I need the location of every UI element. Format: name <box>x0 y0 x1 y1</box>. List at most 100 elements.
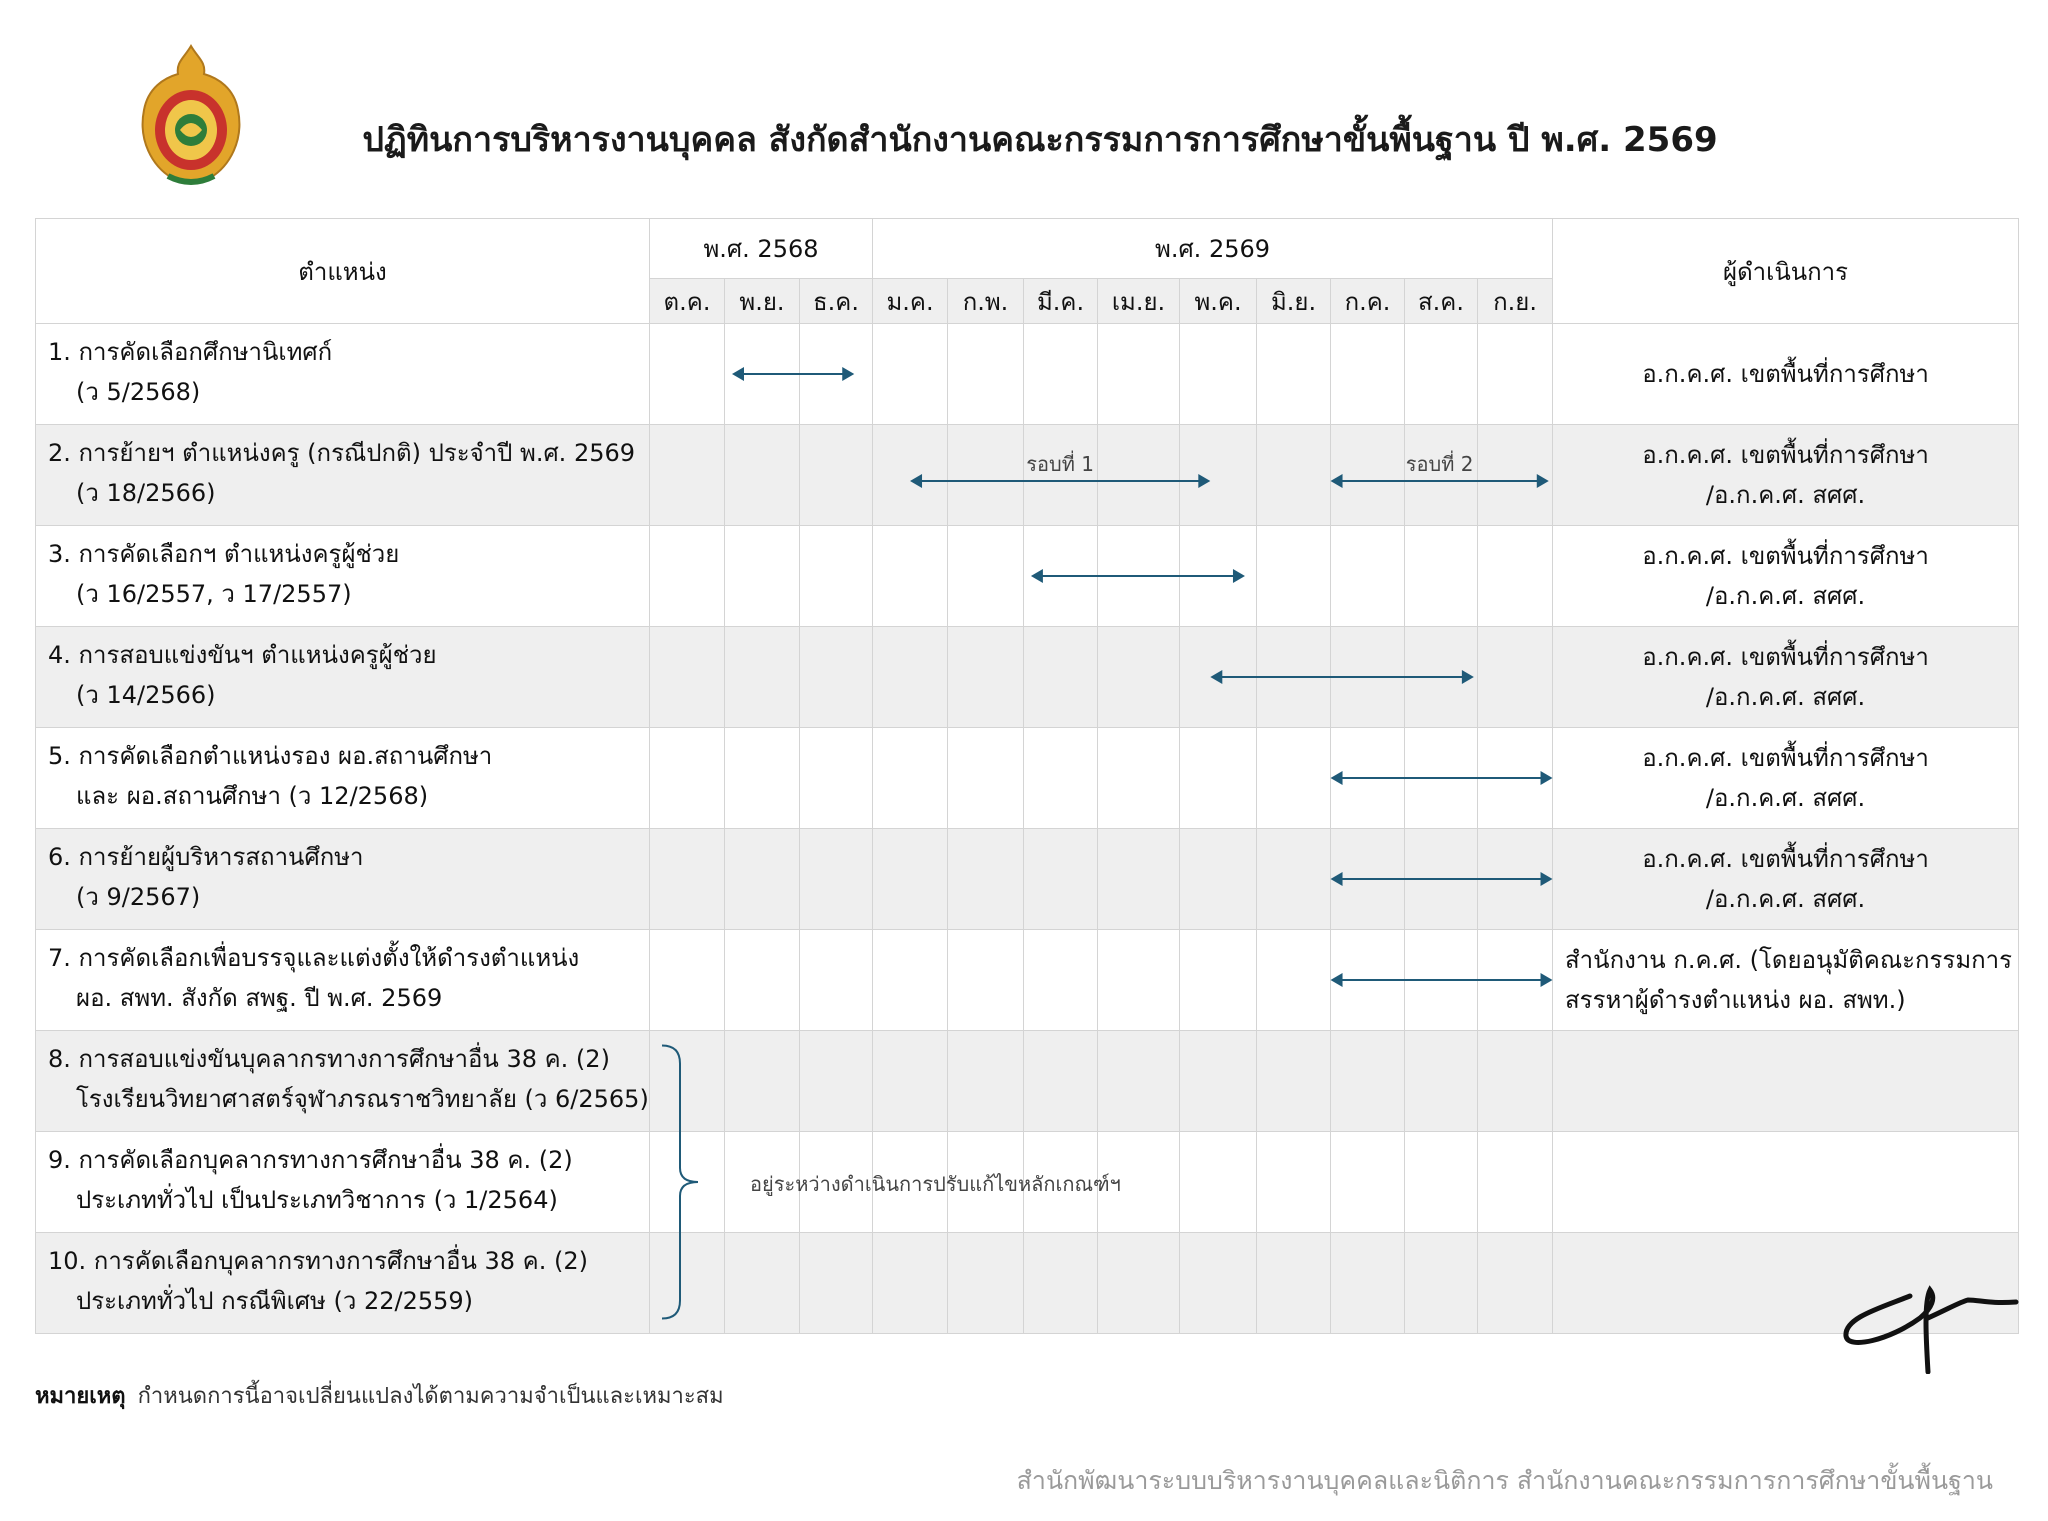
month-cell <box>947 323 1025 425</box>
operator-cell: อ.ก.ค.ศ. เขตพื้นที่การศึกษา/อ.ก.ค.ศ. สศศ… <box>1552 424 2020 526</box>
month-cell <box>1404 828 1479 930</box>
operator-line: /อ.ก.ค.ศ. สศศ. <box>1705 481 1866 509</box>
month-cell <box>1330 323 1406 425</box>
position-reference: ผอ. สพท. สังกัด สพฐ. ปี พ.ศ. 2569 <box>76 984 443 1012</box>
position-reference: (ว 5/2568) <box>76 378 201 406</box>
month-cell <box>724 626 800 728</box>
month-cell <box>724 727 800 829</box>
month-cell <box>1097 727 1181 829</box>
month-cell <box>1023 323 1099 425</box>
month-cell <box>798 323 874 425</box>
operator-cell: อ.ก.ค.ศ. เขตพื้นที่การศึกษา <box>1552 323 2020 425</box>
month-header: ก.พ. <box>947 278 1025 324</box>
position-title: 6. การย้ายผู้บริหารสถานศึกษา <box>48 843 364 871</box>
month-cell <box>649 929 725 1031</box>
position-reference: และ ผอ.สถานศึกษา (ว 12/2568) <box>76 782 429 810</box>
page-title: ปฏิทินการบริหารงานบุคคล สังกัดสำนักงานคณ… <box>362 120 1718 160</box>
note-text: กำหนดการนี้อาจเปลี่ยนแปลงได้ตามความจำเป็… <box>137 1384 724 1409</box>
month-cell <box>1404 929 1479 1031</box>
month-cell <box>1097 323 1181 425</box>
operator-line: อ.ก.ค.ศ. เขตพื้นที่การศึกษา <box>1642 643 1929 671</box>
operator-line: อ.ก.ค.ศ. เขตพื้นที่การศึกษา <box>1642 542 1929 570</box>
month-cell <box>1404 424 1479 526</box>
month-cell <box>1097 424 1181 526</box>
operator-line: อ.ก.ค.ศ. เขตพื้นที่การศึกษา <box>1642 441 1929 469</box>
year-header: พ.ศ. 2569 <box>872 218 1554 279</box>
month-cell <box>947 1030 1025 1132</box>
month-cell <box>1404 323 1479 425</box>
month-cell <box>1023 525 1099 627</box>
year-header: พ.ศ. 2568 <box>648 218 874 279</box>
table-row: 9. การคัดเลือกบุคลากรทางการศึกษาอื่น 38 … <box>35 1131 2020 1233</box>
month-cell <box>1179 929 1258 1031</box>
month-cell <box>1023 626 1099 728</box>
table-row: 5. การคัดเลือกตำแหน่งรอง ผอ.สถานศึกษา และ… <box>35 727 2020 829</box>
position-cell: 9. การคัดเลือกบุคลากรทางการศึกษาอื่น 38 … <box>35 1131 650 1233</box>
table-row: 7. การคัดเลือกเพื่อบรรจุและแต่งตั้งให้ดำ… <box>35 929 2020 1031</box>
month-cell <box>1097 1232 1181 1334</box>
month-cell <box>1179 424 1258 526</box>
operator-cell: อ.ก.ค.ศ. เขตพื้นที่การศึกษา/อ.ก.ค.ศ. สศศ… <box>1552 626 2020 728</box>
month-cell <box>1097 929 1181 1031</box>
table-row: 6. การย้ายผู้บริหารสถานศึกษา (ว 9/2567) อ.… <box>35 828 2020 930</box>
operator-cell <box>1552 1131 2020 1233</box>
month-cell <box>724 1030 800 1132</box>
month-cell <box>798 424 874 526</box>
month-cell <box>798 828 874 930</box>
month-cell <box>798 1232 874 1334</box>
month-cell <box>1330 1030 1406 1132</box>
table-row: 4. การสอบแข่งขันฯ ตำแหน่งครูผู้ช่วย (ว 14… <box>35 626 2020 728</box>
month-cell <box>1023 828 1099 930</box>
month-cell <box>1404 1232 1479 1334</box>
month-cell <box>872 828 949 930</box>
footer-office-name: สำนักพัฒนาระบบบริหารงานบุคคลและนิติการ ส… <box>1016 1466 1993 1495</box>
month-cell <box>947 929 1025 1031</box>
month-cell <box>1179 1131 1258 1233</box>
month-cell <box>1477 828 1554 930</box>
month-cell <box>1256 323 1332 425</box>
month-cell <box>724 323 800 425</box>
month-cell <box>1023 929 1099 1031</box>
position-reference: (ว 18/2566) <box>76 479 216 507</box>
table-row: 2. การย้ายฯ ตำแหน่งครู (กรณีปกติ) ประจำป… <box>35 424 2020 526</box>
month-cell <box>1404 1131 1479 1233</box>
note-label: หมายเหตุ <box>35 1384 126 1409</box>
month-cell <box>1330 1232 1406 1334</box>
month-cell <box>1404 525 1479 627</box>
month-cell <box>1477 1131 1554 1233</box>
position-title: 9. การคัดเลือกบุคลากรทางการศึกษาอื่น 38 … <box>48 1146 573 1174</box>
month-cell <box>798 727 874 829</box>
position-title: 4. การสอบแข่งขันฯ ตำแหน่งครูผู้ช่วย <box>48 641 437 669</box>
table-row: 8. การสอบแข่งขันบุคลากรทางการศึกษาอื่น 3… <box>35 1030 2020 1132</box>
month-cell <box>1330 424 1406 526</box>
month-header: ส.ค. <box>1404 278 1479 324</box>
month-cell <box>649 727 725 829</box>
position-reference: (ว 14/2566) <box>76 681 216 709</box>
month-cell <box>1179 727 1258 829</box>
month-cell <box>1477 525 1554 627</box>
operator-line: อ.ก.ค.ศ. เขตพื้นที่การศึกษา <box>1642 845 1929 873</box>
month-cell <box>724 929 800 1031</box>
month-cell <box>1097 828 1181 930</box>
operator-line: /อ.ก.ค.ศ. สศศ. <box>1705 784 1866 812</box>
month-cell <box>1330 727 1406 829</box>
month-cell <box>872 424 949 526</box>
month-cell <box>1097 1030 1181 1132</box>
month-cell <box>1477 1232 1554 1334</box>
position-reference: โรงเรียนวิทยาศาสตร์จุฬาภรณราชวิทยาลัย (ว… <box>76 1085 649 1113</box>
position-title: 2. การย้ายฯ ตำแหน่งครู (กรณีปกติ) ประจำป… <box>48 439 636 467</box>
month-cell <box>798 1131 874 1233</box>
note: หมายเหตุ กำหนดการนี้อาจเปลี่ยนแปลงได้ตามค… <box>35 1378 2018 1413</box>
month-cell <box>798 1030 874 1132</box>
operator-line: สรรหาผู้ดำรงตำแหน่ง ผอ. สพท.) <box>1565 986 1906 1014</box>
month-cell <box>947 626 1025 728</box>
position-cell: 1. การคัดเลือกศึกษานิเทศก์ (ว 5/2568) <box>35 323 650 425</box>
operator-line: อ.ก.ค.ศ. เขตพื้นที่การศึกษา <box>1642 360 1929 388</box>
month-header: พ.ย. <box>724 278 800 324</box>
pending-status-text: อยู่ระหว่างดำเนินการปรับแก้ไขหลักเกณฑ์ฯ <box>750 1172 1121 1196</box>
month-cell <box>1179 626 1258 728</box>
position-cell: 6. การย้ายผู้บริหารสถานศึกษา (ว 9/2567) <box>35 828 650 930</box>
month-header: เม.ย. <box>1097 278 1181 324</box>
month-cell <box>872 929 949 1031</box>
month-cell <box>724 828 800 930</box>
